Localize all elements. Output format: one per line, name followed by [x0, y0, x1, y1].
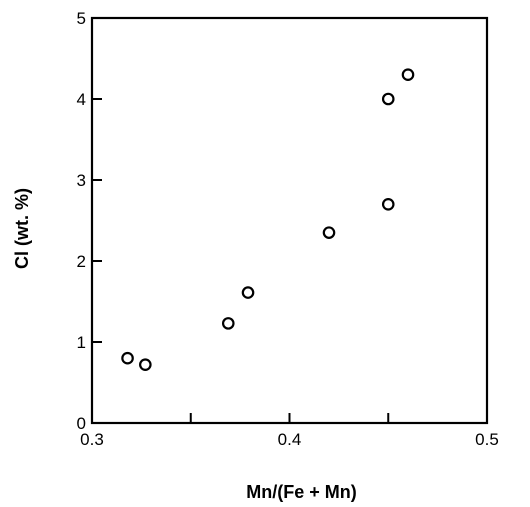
x-tick-label: 0.4 [278, 430, 302, 449]
data-points [121, 68, 415, 371]
y-tick-label: 0 [77, 414, 86, 433]
data-point [221, 317, 235, 330]
y-tick-label: 5 [77, 9, 86, 28]
y-tick-label: 1 [77, 333, 86, 352]
data-point [381, 198, 395, 211]
y-tick-label: 3 [77, 171, 86, 190]
axis-ticks [91, 17, 488, 424]
plot-frame [90, 16, 489, 425]
x-tick-label: 0.5 [475, 430, 499, 449]
data-point [401, 68, 415, 81]
data-point [322, 226, 336, 239]
y-tick-label: 2 [77, 252, 86, 271]
data-point [121, 351, 134, 365]
x-tick-label: 0.3 [80, 430, 104, 449]
y-tick-label: 4 [77, 90, 86, 109]
y-axis-label: Cl (wt. %) [12, 188, 32, 269]
data-point [241, 286, 255, 299]
data-point [381, 92, 395, 106]
x-axis-label: Mn/(Fe + Mn) [246, 482, 357, 502]
axis-tick-labels: 0 1 2 3 4 5 0.3 0.4 0.5 [77, 9, 499, 449]
data-point [139, 358, 152, 371]
